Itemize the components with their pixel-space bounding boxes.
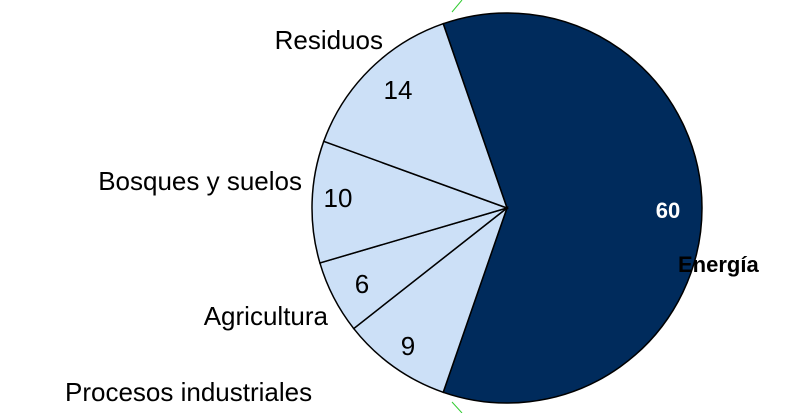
decor-line — [451, 401, 463, 413]
pie-slice — [352, 205, 509, 394]
category-label: Agricultura — [204, 301, 329, 331]
category-label: Residuos — [275, 25, 383, 55]
pie-slice — [442, 12, 703, 404]
category-label: Energía — [678, 252, 759, 277]
category-label: Bosques y suelos — [98, 166, 302, 196]
decor-line — [451, 0, 463, 13]
value-label: 6 — [355, 269, 369, 299]
value-label: 10 — [324, 183, 353, 213]
value-label: 9 — [401, 331, 415, 361]
pie-slice — [311, 140, 510, 264]
value-label: 14 — [384, 75, 413, 105]
category-label: Procesos industriales — [65, 377, 312, 407]
value-label: 60 — [656, 198, 680, 223]
pie-slice — [322, 22, 509, 210]
